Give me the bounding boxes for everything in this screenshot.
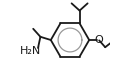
Text: O: O xyxy=(94,35,103,45)
Text: H₂N: H₂N xyxy=(20,46,41,56)
